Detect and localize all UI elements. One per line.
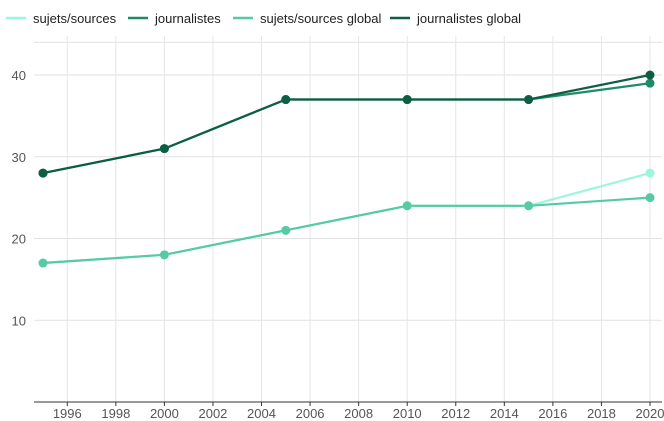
- x-tick-label: 2010: [393, 406, 422, 421]
- legend-label: sujets/sources: [33, 11, 117, 26]
- x-tick-label: 1996: [53, 406, 82, 421]
- data-point: [645, 193, 655, 203]
- y-axis: 10 20 30 40: [12, 68, 26, 328]
- data-point: [645, 70, 655, 80]
- x-tick-label: 2016: [538, 406, 567, 421]
- legend: sujets/sources journalistes sujets/sources…: [6, 11, 521, 26]
- y-tick-label: 10: [12, 313, 26, 328]
- y-tick-label: 20: [12, 232, 26, 247]
- x-tick-label: 2018: [587, 406, 616, 421]
- legend-label: sujets/sources global: [260, 11, 382, 26]
- data-point: [524, 95, 534, 105]
- x-tick-label: 2006: [296, 406, 325, 421]
- x-tick-label: 2002: [198, 406, 227, 421]
- data-point: [159, 250, 169, 260]
- data-point: [402, 95, 412, 105]
- x-tick-label: 1998: [101, 406, 130, 421]
- data-point: [38, 168, 48, 178]
- x-tick-label: 2000: [150, 406, 179, 421]
- x-tick-label: 2012: [441, 406, 470, 421]
- legend-label: journalistes global: [416, 11, 521, 26]
- x-axis: 1996 1998 2000 2002 2004 2006 2008 2010 2012 2014…: [53, 402, 664, 421]
- series-lines: [42, 73, 651, 265]
- x-tick-label: 2014: [490, 406, 519, 421]
- data-point: [524, 201, 534, 211]
- y-tick-label: 40: [12, 68, 26, 83]
- series-line-1: [42, 82, 651, 175]
- y-tick-label: 30: [12, 150, 26, 165]
- data-point: [645, 168, 655, 178]
- data-point: [281, 95, 291, 105]
- data-point: [159, 144, 169, 154]
- x-tick-label: 2020: [636, 406, 664, 421]
- data-point: [402, 201, 412, 211]
- data-point: [645, 78, 655, 88]
- data-point: [281, 225, 291, 235]
- legend-label: journalistes: [154, 11, 221, 26]
- data-point: [38, 258, 48, 268]
- series-line-2: [42, 196, 651, 265]
- x-tick-label: 2008: [344, 406, 373, 421]
- series-points: [38, 70, 655, 268]
- x-tick-label: 2004: [247, 406, 276, 421]
- grid: [34, 36, 662, 402]
- series-line-3: [42, 73, 651, 175]
